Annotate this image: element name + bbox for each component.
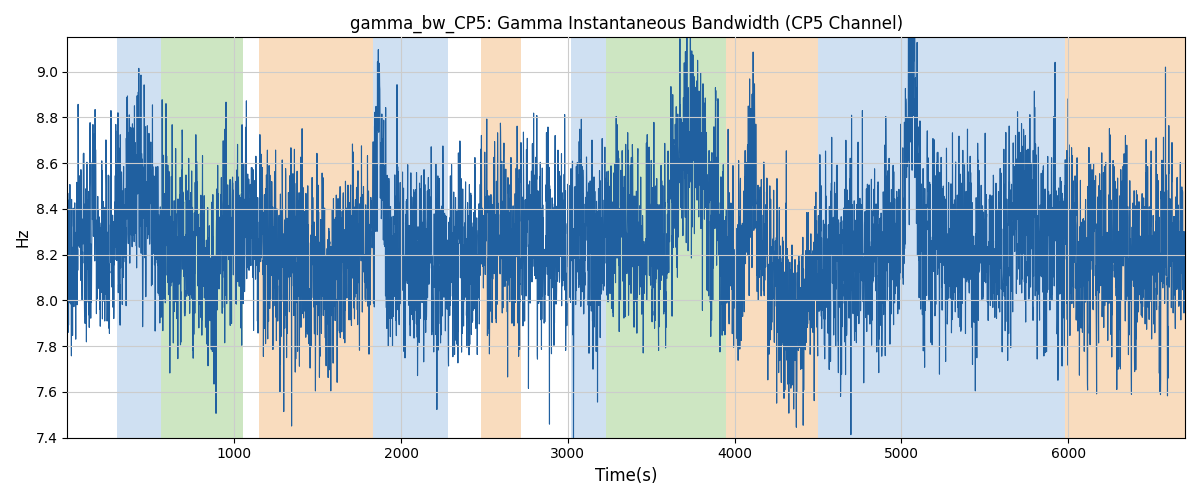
Bar xyxy=(259,38,373,438)
Bar xyxy=(818,38,1064,438)
Bar xyxy=(606,38,726,438)
Bar xyxy=(118,38,161,438)
Bar xyxy=(726,38,818,438)
Bar xyxy=(1064,38,1184,438)
Y-axis label: Hz: Hz xyxy=(16,228,30,248)
Bar xyxy=(373,38,448,438)
Title: gamma_bw_CP5: Gamma Instantaneous Bandwidth (CP5 Channel): gamma_bw_CP5: Gamma Instantaneous Bandwi… xyxy=(349,15,902,34)
Bar xyxy=(481,38,521,438)
X-axis label: Time(s): Time(s) xyxy=(595,467,658,485)
Bar xyxy=(571,38,606,438)
Bar xyxy=(161,38,242,438)
